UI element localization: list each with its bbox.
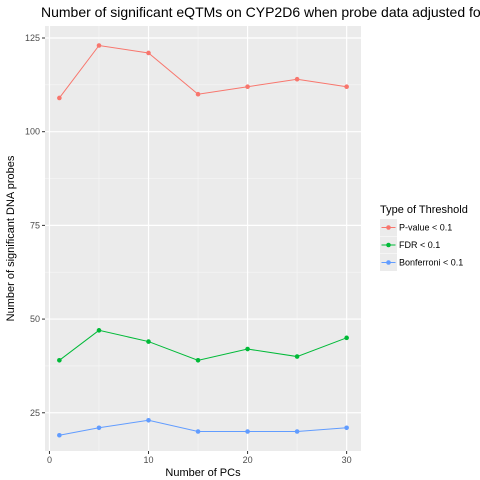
data-point bbox=[57, 358, 62, 363]
data-point bbox=[57, 432, 62, 438]
legend-key-point bbox=[386, 242, 391, 248]
x-axis-ticks: 0 10 20 30 bbox=[47, 451, 352, 465]
x-tick-label: 20 bbox=[243, 455, 253, 465]
y-tick-label: 25 bbox=[30, 408, 40, 418]
legend-label: Bonferroni < 0.1 bbox=[399, 258, 463, 268]
plot-panel bbox=[45, 26, 361, 451]
major-gridlines bbox=[45, 26, 361, 451]
y-tick-label: 50 bbox=[30, 314, 40, 324]
series-3 bbox=[57, 417, 349, 438]
series-1 bbox=[57, 43, 349, 101]
data-point bbox=[195, 91, 201, 97]
minor-gridlines bbox=[45, 26, 361, 451]
legend-item: Bonferroni < 0.1 bbox=[380, 254, 463, 271]
legend-title: Type of Threshold bbox=[380, 204, 468, 216]
data-point bbox=[96, 425, 102, 431]
data-point bbox=[294, 76, 300, 82]
legend-item: FDR < 0.1 bbox=[380, 236, 440, 254]
data-point bbox=[294, 354, 300, 359]
data-point bbox=[195, 429, 201, 434]
legend-label: FDR < 0.1 bbox=[399, 240, 440, 250]
data-point bbox=[294, 429, 300, 434]
data-point bbox=[245, 429, 250, 434]
data-point bbox=[96, 43, 102, 48]
data-point bbox=[57, 95, 62, 101]
series-layer bbox=[57, 43, 349, 438]
legend: Type of Threshold P-value < 0.1 FDR < 0.1… bbox=[380, 204, 468, 271]
y-axis-title: Number of significant DNA probes bbox=[5, 155, 17, 321]
legend-key-point bbox=[386, 225, 391, 230]
legend-item: P-value < 0.1 bbox=[380, 219, 452, 236]
series-2 bbox=[57, 328, 349, 363]
data-point bbox=[146, 50, 151, 56]
legend-label: P-value < 0.1 bbox=[399, 223, 452, 233]
legend-key-point bbox=[386, 260, 391, 265]
chart-title: Number of significant eQTMs on CYP2D6 wh… bbox=[41, 4, 480, 20]
y-tick-label: 100 bbox=[25, 127, 40, 137]
data-point bbox=[195, 358, 201, 363]
data-point bbox=[344, 84, 349, 90]
x-tick-label: 30 bbox=[342, 455, 352, 465]
y-tick-label: 75 bbox=[30, 220, 40, 230]
data-point bbox=[245, 346, 250, 352]
data-point bbox=[344, 335, 349, 341]
x-axis-title: Number of PCs bbox=[165, 467, 241, 479]
data-point bbox=[96, 328, 102, 333]
data-point bbox=[146, 417, 151, 423]
data-point bbox=[344, 425, 349, 431]
data-point bbox=[146, 339, 151, 344]
y-axis-ticks: 25 50 75 100 125 bbox=[25, 33, 45, 418]
y-tick-label: 125 bbox=[25, 33, 40, 43]
x-tick-label: 0 bbox=[47, 455, 52, 465]
data-point bbox=[245, 84, 250, 90]
x-tick-label: 10 bbox=[144, 455, 154, 465]
